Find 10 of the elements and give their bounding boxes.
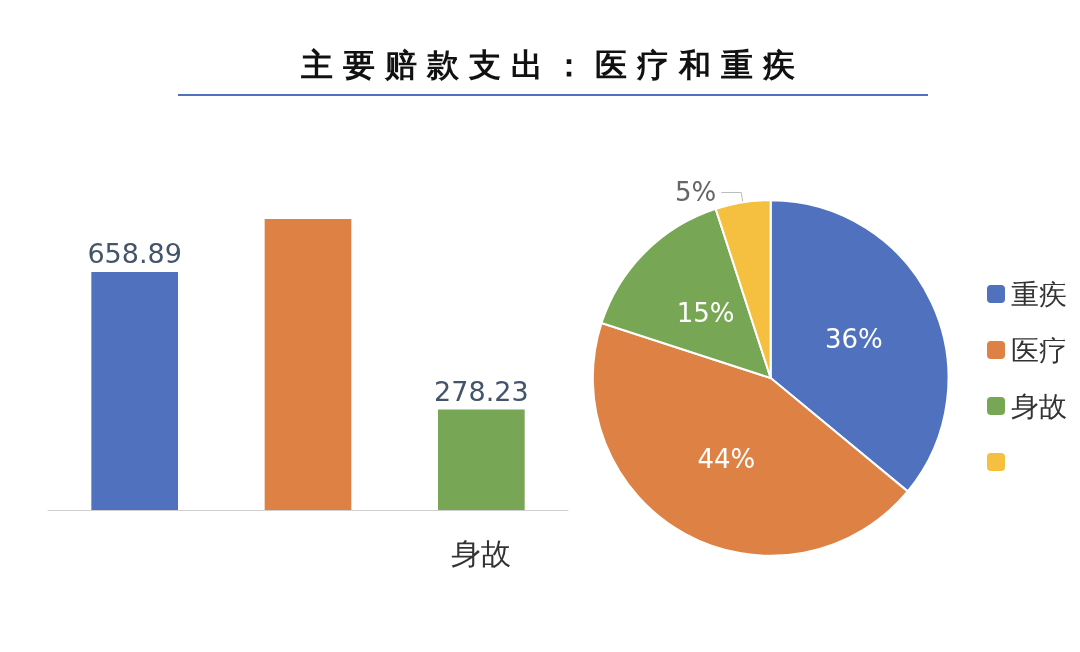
legend-label: 重疾 xyxy=(1011,277,1067,311)
legend-label: 医疗 xyxy=(1011,333,1067,367)
data-label: 278.23 xyxy=(434,375,529,407)
data-label: 15% xyxy=(676,298,735,328)
chart-title: 主要赔款支出：医疗和重疾 xyxy=(300,45,806,86)
data-label: 44% xyxy=(697,443,756,474)
data-label: 658.89 xyxy=(87,238,182,270)
data-label: 5% xyxy=(675,177,717,208)
legend-label: 身故 xyxy=(1011,389,1067,423)
data-label: 36% xyxy=(824,323,883,354)
